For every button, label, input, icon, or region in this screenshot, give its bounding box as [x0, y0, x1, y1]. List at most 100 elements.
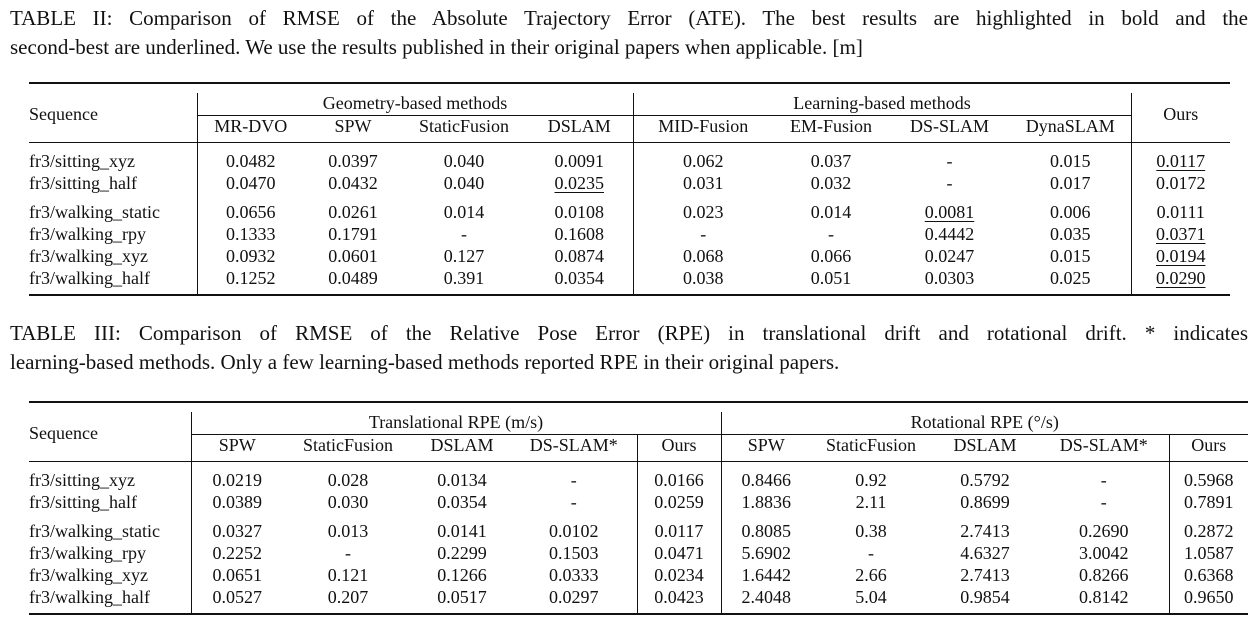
table-cell: 0.0651: [190, 564, 283, 587]
table-cell: 0.1266: [437, 564, 487, 585]
table-cell: 0.0327: [190, 521, 283, 544]
table-cell: 0.032: [810, 172, 852, 193]
table-cell: 0.023: [632, 202, 773, 225]
table3-group-rotational: Rotational RPE (°/s): [720, 412, 1248, 435]
table-cell: 0.92: [855, 470, 887, 491]
row-sequence: fr3/walking_half: [29, 586, 150, 607]
table-cell: 0.2299: [437, 543, 487, 564]
table-cell: 0.2872: [1168, 521, 1248, 544]
table3-method-header: DSLAM: [953, 434, 1017, 455]
table2: Sequence Geometry-based methods Learning…: [29, 82, 1230, 297]
table-cell: 0.8085: [720, 521, 811, 544]
table-cell: 0.0489: [328, 267, 378, 288]
table-cell: -: [570, 491, 577, 512]
table-cell: 0.0389: [190, 491, 283, 514]
table3-method-header: Ours: [636, 434, 721, 456]
row-sequence: fr3/sitting_xyz: [29, 151, 135, 172]
table-cell: 0.0354: [554, 267, 605, 288]
table-cell: -: [946, 151, 953, 172]
table-cell: -: [828, 224, 834, 245]
table-cell: -: [345, 543, 351, 564]
table-cell: 5.04: [855, 586, 887, 607]
table-row: fr3/walking_xyz 0.0932 0.0601 0.127 0.08…: [29, 245, 1230, 268]
table3-sequence-header: Sequence: [29, 423, 98, 444]
table3-method-header: SPW: [190, 434, 283, 456]
table-cell: 0.0081: [924, 202, 975, 223]
table-cell: 0.0527: [190, 586, 283, 609]
table-cell: 0.8699: [960, 491, 1010, 512]
table-cell: 0.4442: [924, 224, 975, 245]
table-cell: 0.0117: [636, 521, 721, 544]
table-row: fr3/sitting_half 0.0389 0.030 0.0354 - 0…: [29, 491, 1248, 514]
table-cell: 0.0371: [1156, 224, 1206, 245]
table-cell: 0.013: [327, 521, 369, 542]
table2-group-learning: Learning-based methods: [632, 93, 1131, 116]
table-cell: 0.9650: [1168, 586, 1248, 609]
table3-method-header: Ours: [1168, 434, 1248, 456]
table-cell: 0.0247: [924, 245, 975, 266]
table-cell: 0.0423: [636, 586, 721, 609]
row-sequence: fr3/walking_static: [29, 202, 160, 223]
table-cell: 0.8466: [720, 470, 811, 492]
table-cell: 0.0333: [549, 564, 599, 585]
table-cell: 0.6368: [1168, 564, 1248, 587]
row-sequence: fr3/walking_xyz: [29, 245, 148, 266]
table-cell: 0.1503: [549, 543, 599, 564]
table-cell: 0.040: [443, 151, 485, 172]
table-cell: 0.015: [1050, 151, 1091, 172]
table-cell: 0.2690: [1079, 521, 1129, 542]
table-row: fr3/sitting_xyz 0.0482 0.0397 0.040 0.00…: [29, 151, 1230, 173]
table-cell: 0.038: [632, 267, 773, 290]
table-cell: 0.0471: [636, 543, 721, 565]
table-cell: 0.0194: [1156, 245, 1206, 266]
table-cell: 0.0141: [437, 521, 487, 542]
table-row: fr3/sitting_half 0.0470 0.0432 0.040 0.0…: [29, 172, 1230, 195]
table-cell: 0.0517: [437, 586, 487, 607]
table-cell: 0.0219: [190, 470, 283, 492]
table-cell: 0.2252: [190, 543, 283, 565]
table-cell: 0.0432: [328, 172, 378, 193]
table2-caption-line1: TABLE II: Comparison of RMSE of the Abso…: [10, 6, 1248, 30]
table-row: fr3/walking_rpy 0.2252 - 0.2299 0.1503 0…: [29, 543, 1248, 565]
table3-method-header: DS-SLAM*: [1059, 434, 1148, 455]
table-cell: 0.0172: [1130, 172, 1230, 195]
table-cell: 0.040: [443, 172, 485, 193]
table-cell: 0.0261: [328, 202, 378, 223]
table-cell: 0.1333: [196, 224, 304, 246]
table-cell: 0.1608: [554, 224, 605, 245]
table-cell: 0.8266: [1079, 564, 1129, 585]
table-cell: 0.0166: [636, 470, 721, 492]
table-cell: 5.6902: [720, 543, 811, 565]
table-row: fr3/walking_half 0.0527 0.207 0.0517 0.0…: [29, 586, 1248, 609]
table-cell: 0.0932: [196, 245, 304, 268]
table-cell: 0.014: [810, 202, 852, 223]
table-cell: 0.0235: [554, 172, 605, 193]
table-cell: 0.0134: [437, 470, 487, 491]
table-cell: 0.7891: [1168, 491, 1248, 514]
table-cell: -: [1100, 491, 1107, 512]
table3: Sequence Translational RPE (m/s) Rotatio…: [29, 401, 1248, 616]
table2-sequence-header: Sequence: [29, 104, 98, 125]
table-cell: 1.6442: [720, 564, 811, 587]
table-cell: 0.5968: [1168, 470, 1248, 492]
row-sequence: fr3/walking_rpy: [29, 224, 146, 245]
table2-caption-line2: second-best are underlined. We use the r…: [10, 35, 863, 59]
table-row: fr3/walking_static 0.0327 0.013 0.0141 0…: [29, 521, 1248, 544]
row-sequence: fr3/sitting_half: [29, 491, 137, 512]
row-sequence: fr3/walking_static: [29, 521, 160, 542]
table-cell: 0.0111: [1130, 202, 1230, 225]
row-sequence: fr3/sitting_xyz: [29, 470, 135, 491]
table-cell: 0.38: [855, 521, 887, 542]
table-row: fr3/walking_half 0.1252 0.0489 0.391 0.0…: [29, 267, 1230, 290]
table-cell: 0.031: [632, 172, 773, 195]
table-cell: 0.127: [443, 245, 485, 266]
table-cell: 0.030: [327, 491, 369, 512]
table2-method-header: DSLAM: [547, 115, 611, 136]
table-cell: 0.0259: [636, 491, 721, 514]
table2-caption: TABLE II: Comparison of RMSE of the Abso…: [10, 4, 1248, 62]
table-cell: 1.8836: [720, 491, 811, 514]
table3-caption-line1: TABLE III: Comparison of RMSE of the Rel…: [10, 321, 1248, 345]
table-cell: 0.8142: [1079, 586, 1129, 607]
table-cell: 0.1252: [196, 267, 304, 290]
table-cell: 0.062: [632, 151, 773, 173]
